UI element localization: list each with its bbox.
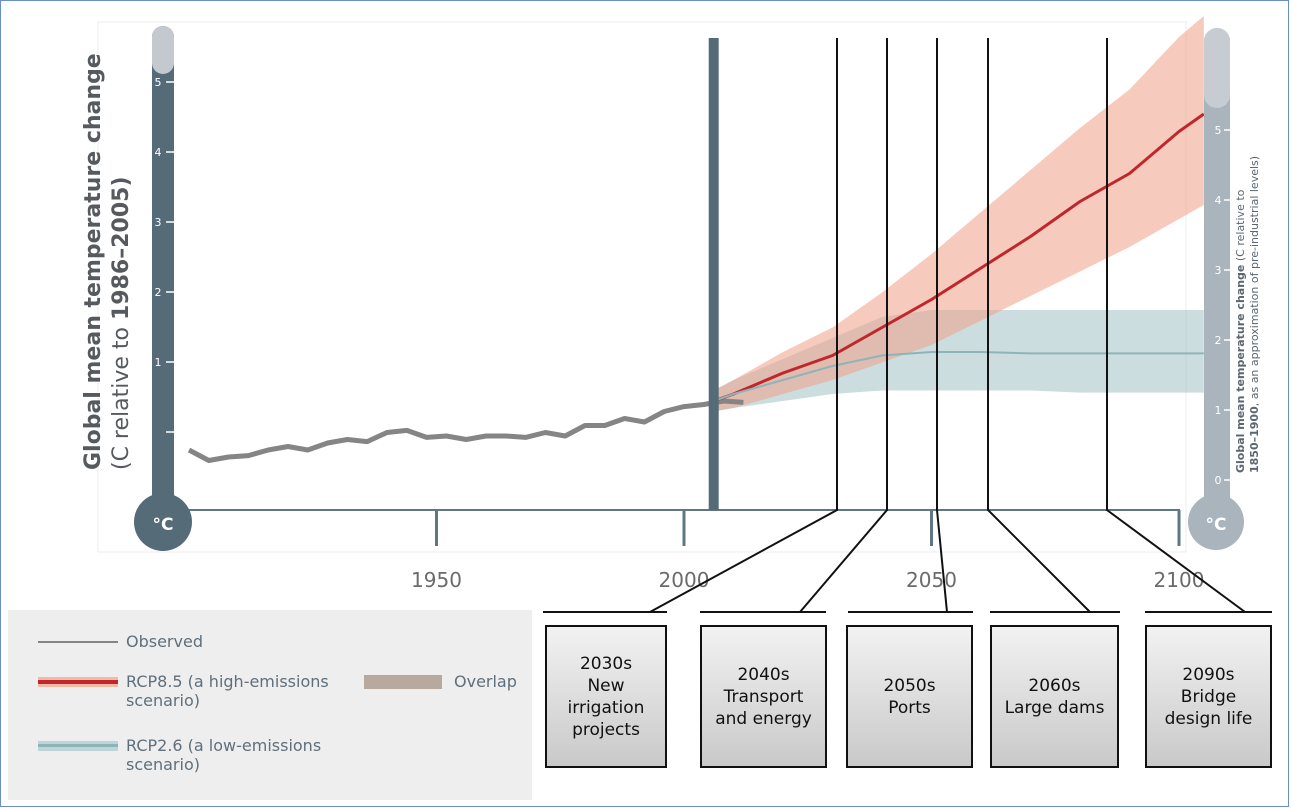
milestone-card-2030s: 2030s New irrigation projects xyxy=(545,625,667,768)
x-tick-label: 2050 xyxy=(906,568,957,592)
present-day-marker xyxy=(708,38,719,510)
milestone-label: 2040s Transport and energy xyxy=(715,664,812,729)
milestone-card-2060s: 2060s Large dams xyxy=(990,625,1119,768)
right-tick-label: 5 xyxy=(1215,124,1222,137)
milestone-card-2040s: 2040s Transport and energy xyxy=(700,625,827,768)
milestone-card-2050s: 2050s Ports xyxy=(846,625,973,768)
right-thermometer-bulb xyxy=(1188,494,1244,550)
right-axis-subtitle: 1850–1900, as an approximation of pre-in… xyxy=(1248,156,1261,473)
milestone-label: 2050s Ports xyxy=(883,675,936,718)
milestone-connector xyxy=(987,38,1091,613)
right-tick-label: 2 xyxy=(1215,334,1222,347)
legend-rcp85-label: RCP8.5 (a high-emissions scenario) xyxy=(126,672,329,710)
legend-rcp26-line xyxy=(38,744,118,747)
left-tick-label: 3 xyxy=(155,216,162,229)
uncertainty-band xyxy=(713,16,1204,412)
left-tick-label: 5 xyxy=(155,76,162,89)
legend-rcp85-line xyxy=(38,680,118,684)
left-thermometer-tube xyxy=(152,26,174,526)
right-thermometer-top xyxy=(1204,28,1230,108)
series-line xyxy=(713,351,1204,402)
legend: Observed RCP8.5 (a high-emissions scenar… xyxy=(8,610,532,800)
left-tick-label: 1 xyxy=(155,356,162,369)
legend-overlap-swatch xyxy=(364,675,442,689)
x-tick-label: 2100 xyxy=(1154,568,1205,592)
milestone-card-2090s: 2090s Bridge design life xyxy=(1145,625,1272,768)
x-tick-label: 2000 xyxy=(659,568,710,592)
right-tick-label: 1 xyxy=(1215,404,1222,417)
milestone-label: 2030s New irrigation projects xyxy=(567,653,645,740)
milestone-connector xyxy=(1106,38,1246,613)
right-axis-title: Global mean temperature change (C relati… xyxy=(1234,189,1247,473)
x-tick-label: 1950 xyxy=(411,568,462,592)
legend-observed-label: Observed xyxy=(126,632,203,651)
milestone-connector xyxy=(936,38,948,613)
left-unit-label: °C xyxy=(153,515,174,535)
milestone-connector xyxy=(649,38,838,613)
left-thermometer-bulb xyxy=(134,493,192,551)
right-unit-label: °C xyxy=(1206,515,1227,535)
legend-rcp26-label: RCP2.6 (a low-emissions scenario) xyxy=(126,736,322,774)
milestone-label: 2090s Bridge design life xyxy=(1164,664,1253,729)
left-axis-title: Global mean temperature change xyxy=(81,53,106,470)
milestone-label: 2060s Large dams xyxy=(1004,675,1105,718)
left-axis-subtitle: (C relative to 1986–2005) xyxy=(109,176,134,470)
milestone-connector xyxy=(799,38,888,613)
left-tick-label: 2 xyxy=(155,286,162,299)
left-tick-label: 4 xyxy=(155,146,162,159)
legend-overlap-label: Overlap xyxy=(454,672,517,691)
series-line xyxy=(713,112,1205,403)
right-tick-label: 0 xyxy=(1215,474,1222,487)
right-thermometer-tube xyxy=(1204,28,1230,528)
legend-observed-swatch xyxy=(38,641,118,643)
right-tick-label: 3 xyxy=(1215,264,1222,277)
left-thermometer-top xyxy=(152,26,174,74)
right-tick-label: 4 xyxy=(1215,194,1222,207)
series-line xyxy=(187,398,744,463)
